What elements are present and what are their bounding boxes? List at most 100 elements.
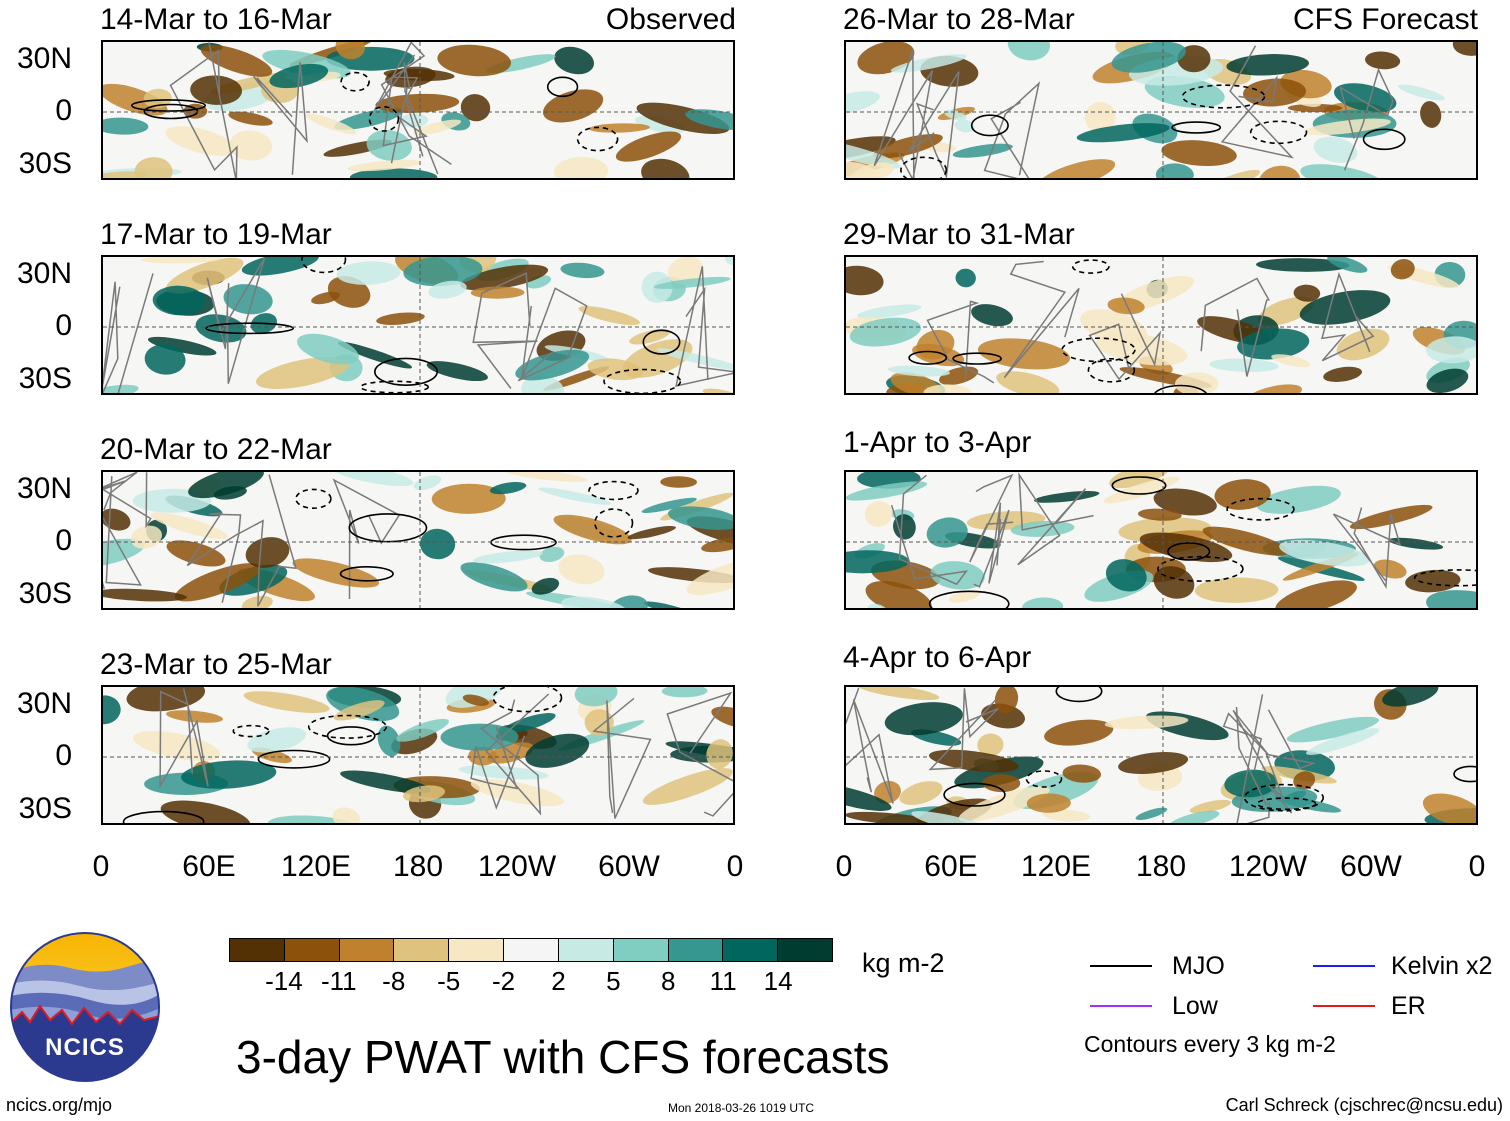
anomaly-blob xyxy=(643,601,698,608)
anomaly-blob xyxy=(660,476,697,488)
anomaly-blob xyxy=(141,257,222,264)
mjo-contour xyxy=(257,749,331,769)
coastline xyxy=(1235,694,1271,823)
mjo-contour xyxy=(205,322,295,335)
anomaly-blob xyxy=(1203,169,1261,178)
anomaly-blob xyxy=(685,109,733,131)
mjo-contour xyxy=(1362,128,1406,151)
map-panel-6 xyxy=(844,255,1478,395)
anomaly-blob xyxy=(144,344,186,375)
mjo-contour xyxy=(1111,476,1167,495)
anomaly-blob xyxy=(981,703,1025,729)
coastline xyxy=(1200,277,1270,377)
lon-label: 0 xyxy=(1468,850,1486,883)
anomaly-blob xyxy=(977,733,1004,757)
anomaly-blob xyxy=(165,126,237,156)
anomaly-blob xyxy=(420,528,456,560)
anomaly-blob xyxy=(1426,590,1476,608)
pwat-anomaly-field xyxy=(846,472,1476,608)
anomaly-blob xyxy=(458,765,549,780)
coastline xyxy=(517,287,588,382)
anomaly-blob xyxy=(911,811,1003,823)
lat-label-30s: 30S xyxy=(18,147,72,180)
footer-url[interactable]: ncics.org/mjo xyxy=(6,1095,113,1115)
anomaly-blob xyxy=(1279,539,1370,567)
colorbar-tick-label: -5 xyxy=(437,966,461,996)
panel-tag-observed: Observed xyxy=(605,3,736,36)
anomaly-blob xyxy=(130,525,163,549)
anomaly-blob xyxy=(1258,296,1314,326)
anomaly-blob xyxy=(996,371,1060,393)
lat-label-30n: 30N xyxy=(16,257,72,290)
anomaly-blob xyxy=(134,157,173,178)
coastline xyxy=(926,300,995,384)
panel-title-6: 29-Mar to 31-Mar xyxy=(843,218,1075,251)
anomaly-blob xyxy=(930,561,985,590)
lon-label: 0 xyxy=(726,850,744,883)
footer-timestamp: Mon 2018-03-26 1019 UTC xyxy=(668,1101,815,1115)
anomaly-blob xyxy=(587,358,644,381)
anomaly-blob xyxy=(1107,297,1145,315)
anomaly-blob xyxy=(305,113,357,135)
lon-label: 60W xyxy=(1340,850,1402,883)
anomaly-blob xyxy=(337,341,412,369)
anomaly-blob xyxy=(538,487,612,505)
coastline xyxy=(1265,709,1316,814)
anomaly-blob xyxy=(241,257,319,276)
anomaly-blob xyxy=(641,158,690,178)
anomaly-blob xyxy=(340,770,431,794)
anomaly-blob xyxy=(1038,159,1116,178)
anomaly-blob xyxy=(884,702,963,736)
anomaly-blob xyxy=(413,119,462,136)
anomaly-blob xyxy=(1271,354,1311,367)
anomaly-blob xyxy=(1313,136,1358,163)
lon-label: 180 xyxy=(392,850,444,883)
anomaly-blob xyxy=(954,119,975,133)
anomaly-blob xyxy=(460,562,528,592)
anomaly-blob xyxy=(297,333,359,365)
anomaly-blob xyxy=(166,710,223,723)
anomaly-blob xyxy=(1306,728,1380,755)
anomaly-blob xyxy=(846,481,928,501)
coastline xyxy=(472,272,538,389)
lon-label: 0 xyxy=(835,850,853,883)
anomaly-blob xyxy=(609,595,648,608)
mjo-contour xyxy=(130,99,207,112)
anomaly-blob xyxy=(143,88,172,109)
mjo-contour xyxy=(295,488,332,509)
coastline xyxy=(1332,507,1401,590)
anomaly-blob xyxy=(1109,472,1170,489)
coastline xyxy=(103,472,152,586)
anomaly-blob xyxy=(856,687,940,701)
colorbar-tick-label: 11 xyxy=(709,966,737,996)
anomaly-blob xyxy=(1022,597,1064,608)
anomaly-blob xyxy=(629,328,671,345)
anomaly-blob xyxy=(1299,290,1391,325)
mjo-contour xyxy=(348,513,428,543)
legend-label-mjo: MJO xyxy=(1172,952,1225,980)
footer-author: Carl Schreck (cjschrec@ncsu.edu) xyxy=(1225,1095,1503,1115)
anomaly-blob xyxy=(1256,485,1341,514)
anomaly-blob xyxy=(1007,42,1051,61)
ncics-logo: NCICS xyxy=(10,932,160,1082)
anomaly-blob xyxy=(331,472,414,487)
anomaly-blob xyxy=(399,113,429,128)
contour-interval-note: Contours every 3 kg m-2 xyxy=(1084,1031,1336,1057)
anomaly-blob xyxy=(706,739,733,769)
mjo-contour xyxy=(1167,542,1211,561)
panel-title-1: 14-Mar to 16-Mar xyxy=(100,3,332,36)
anomaly-blob xyxy=(958,786,1050,822)
logo-text: NCICS xyxy=(45,1034,125,1061)
anomaly-blob xyxy=(160,800,251,823)
lat-label-30s: 30S xyxy=(18,577,72,610)
anomaly-blob xyxy=(543,89,604,123)
anomaly-blob xyxy=(413,475,442,491)
anomaly-blob xyxy=(553,156,609,178)
anomaly-blob xyxy=(255,357,350,389)
mjo-contour xyxy=(1055,687,1103,703)
mjo-contour xyxy=(326,726,376,746)
anomaly-blob xyxy=(190,75,242,105)
lon-label: 120E xyxy=(280,850,352,883)
anomaly-blob xyxy=(1135,807,1168,821)
anomaly-blob xyxy=(377,725,401,757)
